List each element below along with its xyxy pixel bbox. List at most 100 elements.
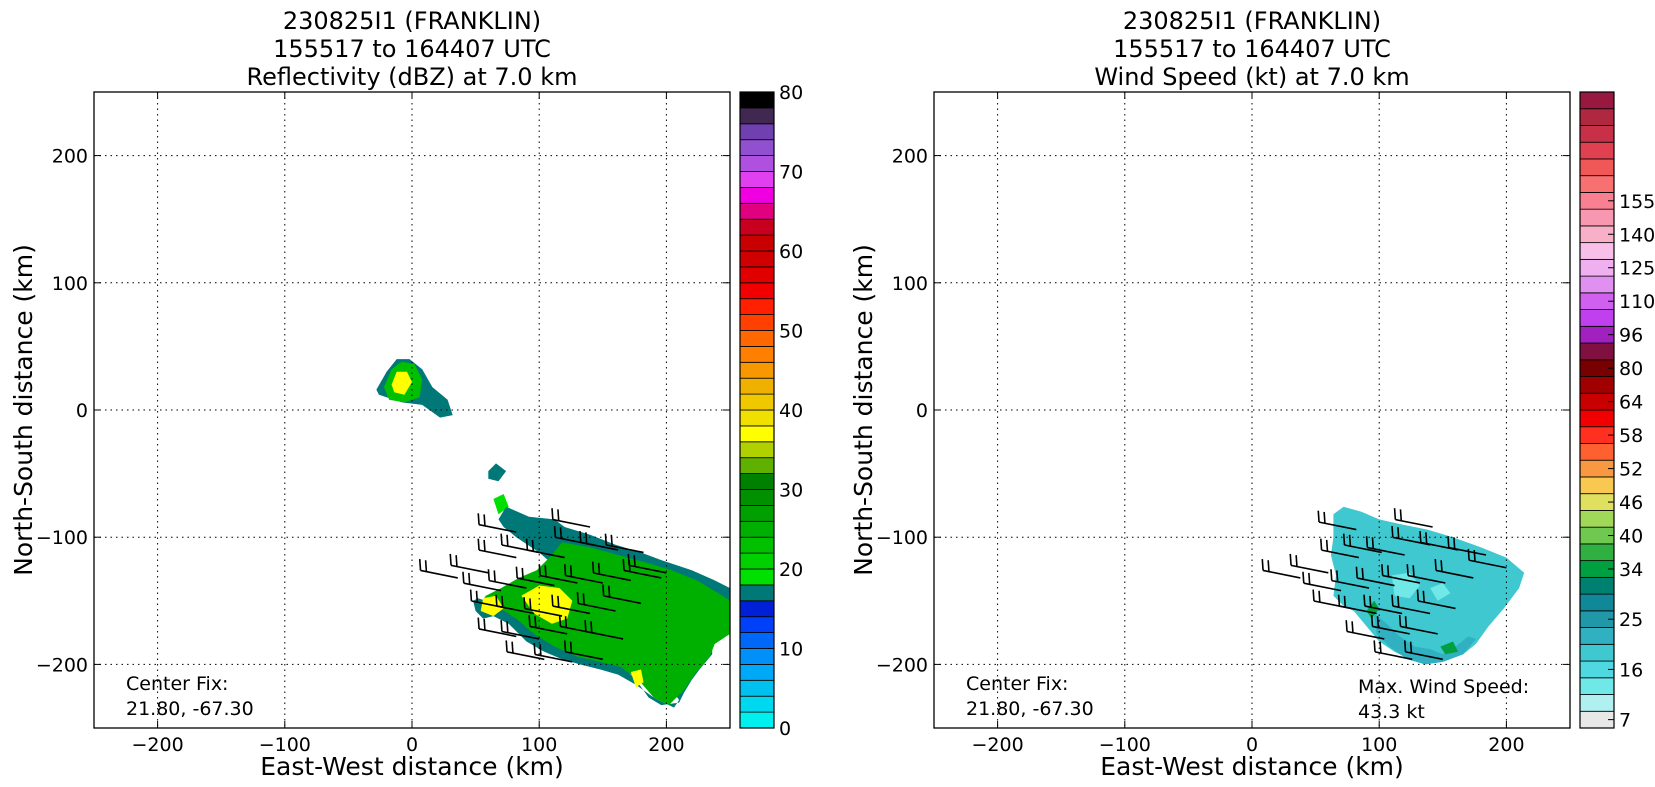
colorbar-tick-label: 96 bbox=[1619, 325, 1643, 347]
x-tick-label: 200 bbox=[648, 734, 684, 756]
colorbar-bin bbox=[739, 457, 775, 475]
wind-barb bbox=[495, 594, 535, 615]
colorbar-tick-label: 7 bbox=[1619, 710, 1631, 732]
colorbar-bin bbox=[1579, 443, 1615, 461]
colorbar-tick-label: 64 bbox=[1619, 392, 1643, 414]
colorbar-frame bbox=[1579, 91, 1615, 729]
colorbar-bin bbox=[739, 504, 775, 522]
center-fix-label: Center Fix: bbox=[966, 673, 1068, 695]
wind-barb bbox=[1320, 538, 1360, 559]
colorbar-bin bbox=[1579, 627, 1615, 645]
wind-barb bbox=[1342, 533, 1382, 554]
wind-barb bbox=[1381, 564, 1421, 584]
title-line-3: Wind Speed (kt) at 7.0 km bbox=[1094, 63, 1409, 91]
colorbar-bin bbox=[1579, 543, 1615, 562]
panel-wind-speed: 230825I1 (FRANKLIN) 155517 to 164407 UTC… bbox=[849, 7, 1655, 781]
colorbar-tick-label: 46 bbox=[1619, 492, 1643, 514]
colorbar-bin bbox=[1579, 141, 1615, 160]
colorbar-bin bbox=[1579, 510, 1615, 528]
colorbar: 0 10 20 30 40 50 60 70 80 bbox=[739, 82, 803, 740]
colorbar-bin bbox=[739, 679, 775, 697]
colorbar-bin bbox=[739, 584, 775, 602]
colorbar-bin bbox=[739, 330, 775, 347]
y-axis-label: North-South distance (km) bbox=[9, 244, 38, 576]
echo-layer bbox=[1330, 506, 1525, 665]
colorbar-tick-label: 10 bbox=[779, 639, 803, 661]
echo-region bbox=[630, 669, 644, 688]
colorbar-tick-label: 140 bbox=[1619, 224, 1655, 246]
colorbar-bin bbox=[739, 377, 775, 395]
wind-barb bbox=[1416, 589, 1456, 610]
wind-barb bbox=[591, 561, 631, 582]
colorbar-bin bbox=[739, 218, 775, 236]
center-fix-value: 21.80, -67.30 bbox=[966, 698, 1094, 720]
wind-barb bbox=[1345, 620, 1385, 640]
colorbar-bin bbox=[739, 186, 775, 204]
colorbar-bin bbox=[1579, 694, 1615, 712]
x-tick-label: 100 bbox=[1361, 734, 1397, 756]
wind-barb bbox=[449, 553, 489, 574]
colorbar-tick-label: 40 bbox=[779, 400, 803, 422]
y-tick-label: 100 bbox=[892, 273, 928, 295]
colorbar-bin bbox=[739, 695, 775, 713]
wind-barb bbox=[1317, 510, 1357, 531]
y-tick-label: 200 bbox=[52, 146, 88, 168]
grid bbox=[934, 92, 1570, 728]
wind-barb bbox=[602, 584, 642, 605]
title-line-3: Reflectivity (dBZ) at 7.0 km bbox=[247, 63, 578, 91]
colorbar-bin bbox=[739, 314, 775, 331]
y-tick-label: 0 bbox=[916, 400, 928, 422]
echo-region bbox=[488, 463, 507, 482]
wind-barb bbox=[1373, 640, 1413, 661]
y-tick-label: 200 bbox=[892, 146, 928, 168]
colorbar-bin bbox=[1579, 242, 1615, 260]
wind-barb bbox=[622, 559, 662, 579]
x-ticks: −200 −100 0 100 200 bbox=[132, 92, 685, 756]
colorbar-tick-label: 0 bbox=[779, 718, 791, 740]
wind-barbs bbox=[1261, 508, 1507, 661]
colorbar-bin bbox=[739, 441, 775, 459]
x-axis-label: East-West distance (km) bbox=[260, 752, 564, 781]
x-tick-label: 0 bbox=[406, 734, 418, 756]
wind-barb bbox=[1406, 564, 1446, 584]
wind-barb bbox=[1302, 571, 1342, 592]
wind-barb bbox=[1403, 640, 1443, 661]
colorbar-bin bbox=[739, 266, 775, 284]
colorbar-bin bbox=[739, 234, 775, 252]
wind-barbs bbox=[418, 508, 667, 663]
echo-region bbox=[1430, 583, 1451, 601]
wind-barb bbox=[1393, 508, 1433, 528]
center-fix-label: Center Fix: bbox=[126, 673, 228, 695]
y-tick-label: 100 bbox=[52, 273, 88, 295]
x-tick-label: 0 bbox=[1246, 734, 1258, 756]
colorbar: 7 16 25 34 40 46 52 58 64 80 96 110 125 140 155 bbox=[1579, 91, 1655, 732]
y-tick-label: −100 bbox=[36, 527, 88, 549]
colorbar-bin bbox=[739, 202, 775, 220]
colorbar-bin bbox=[1579, 175, 1615, 193]
x-axis-label: East-West distance (km) bbox=[1100, 752, 1404, 781]
colorbar-bin bbox=[1579, 108, 1615, 126]
colorbar-bin bbox=[739, 664, 775, 681]
y-ticks: −200 −100 0 100 200 bbox=[36, 146, 730, 676]
echo-region bbox=[391, 371, 412, 395]
colorbar-bin bbox=[739, 91, 775, 109]
colorbar-bin bbox=[1579, 91, 1615, 110]
colorbar-tick-label: 25 bbox=[1619, 609, 1643, 631]
wind-barb bbox=[1363, 594, 1403, 615]
colorbar-bin bbox=[739, 425, 775, 443]
plot-area: −200 −100 0 100 200 −200 −100 0 100 200 bbox=[36, 91, 731, 756]
colorbar-tick-label: 155 bbox=[1619, 191, 1655, 213]
x-tick-label: 200 bbox=[1488, 734, 1524, 756]
colorbar-bin bbox=[739, 155, 775, 172]
wind-barb bbox=[1467, 548, 1507, 569]
colorbar-bin bbox=[1579, 476, 1615, 495]
wind-barb bbox=[551, 508, 591, 528]
wind-barb bbox=[487, 569, 527, 589]
colorbar-tick-label: 40 bbox=[1619, 526, 1643, 548]
x-tick-label: 100 bbox=[521, 734, 557, 756]
colorbar-bin bbox=[739, 393, 775, 411]
wind-barb bbox=[584, 620, 624, 640]
colorbar-bin bbox=[1579, 342, 1615, 361]
colorbar-bin bbox=[739, 361, 775, 379]
y-tick-label: −200 bbox=[36, 654, 88, 676]
